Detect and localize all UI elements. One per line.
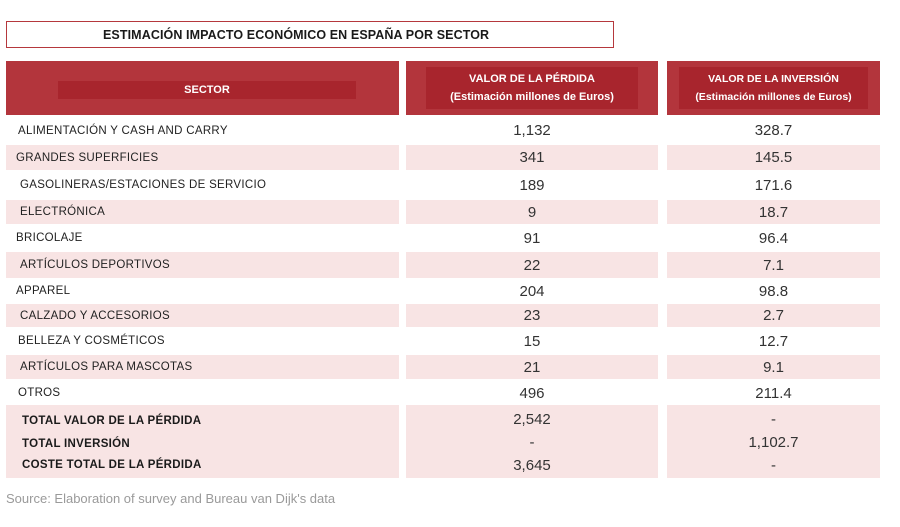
table-row: ELECTRÓNICA 9 18.7 (6, 200, 880, 224)
loss-cell: 496 (519, 384, 545, 402)
sector-cell: OTROS (18, 387, 61, 399)
table-row: GRANDES SUPERFICIES 341 145.5 (6, 145, 880, 170)
loss-cell: 341 (406, 145, 658, 170)
total-loss-label: TOTAL VALOR DE LA PÉRDIDA (22, 415, 202, 427)
header-loss-line1: VALOR DE LA PÉRDIDA (469, 73, 595, 85)
table-row: APPAREL 204 98.8 (6, 280, 880, 302)
table-row: OTROS 496 211.4 (6, 381, 880, 405)
sector-cell: ARTÍCULOS DEPORTIVOS (6, 252, 399, 278)
table-row: BELLEZA Y COSMÉTICOS 15 12.7 (6, 329, 880, 353)
investment-cell: 96.4 (758, 229, 789, 247)
header-loss: VALOR DE LA PÉRDIDA (Estimación millones… (406, 61, 658, 115)
totals-block: TOTAL VALOR DE LA PÉRDIDA 2,542 - TOTAL … (6, 405, 880, 478)
header-sector: SECTOR (6, 61, 399, 115)
sector-cell: CALZADO Y ACCESORIOS (6, 304, 399, 327)
table-row: ALIMENTACIÓN Y CASH AND CARRY 1,132 328.… (6, 118, 880, 143)
loss-cell: 189 (519, 176, 545, 194)
sector-cell: ELECTRÓNICA (6, 200, 399, 224)
table-row: ARTÍCULOS DEPORTIVOS 22 7.1 (6, 252, 880, 278)
total-investment-value: 1,102.7 (748, 434, 799, 451)
investment-cell: 145.5 (667, 145, 880, 170)
header-investment-label: VALOR DE LA INVERSIÓN (Estimación millon… (679, 67, 868, 109)
table-row: CALZADO Y ACCESORIOS 23 2.7 (6, 304, 880, 327)
totals-band-sector (6, 405, 399, 478)
investment-cell: 98.8 (758, 282, 789, 300)
table-row: GASOLINERAS/ESTACIONES DE SERVICIO 189 1… (6, 172, 880, 198)
investment-cell: 211.4 (755, 384, 792, 402)
investment-cell: 7.1 (667, 252, 880, 278)
header-loss-line2: (Estimación millones de Euros) (450, 91, 614, 103)
total-cost-label: COSTE TOTAL DE LA PÉRDIDA (22, 459, 202, 471)
total-investment-loss: - (529, 434, 535, 451)
loss-cell: 9 (406, 200, 658, 224)
total-cost-value: 3,645 (513, 457, 551, 474)
table-row: ARTÍCULOS PARA MASCOTAS 21 9.1 (6, 355, 880, 379)
loss-cell: 21 (406, 355, 658, 379)
total-loss-investment: - (771, 411, 776, 428)
header-inv-line2: (Estimación millones de Euros) (695, 91, 852, 103)
header-investment: VALOR DE LA INVERSIÓN (Estimación millon… (667, 61, 880, 115)
header-sector-label: SECTOR (58, 81, 356, 99)
loss-cell: 204 (519, 282, 545, 300)
header-loss-label: VALOR DE LA PÉRDIDA (Estimación millones… (426, 67, 638, 109)
totals-band-investment (667, 405, 880, 478)
investment-cell: 18.7 (667, 200, 880, 224)
loss-cell: 1,132 (513, 122, 551, 139)
sector-cell: ALIMENTACIÓN Y CASH AND CARRY (18, 124, 228, 137)
source-note: Source: Elaboration of survey and Bureau… (6, 491, 336, 506)
sector-cell: ARTÍCULOS PARA MASCOTAS (6, 355, 399, 379)
investment-cell: 171.6 (754, 176, 793, 194)
loss-cell: 23 (406, 304, 658, 327)
investment-cell: 2.7 (667, 304, 880, 327)
loss-cell: 22 (406, 252, 658, 278)
sector-cell: BELLEZA Y COSMÉTICOS (18, 335, 165, 347)
loss-cell: 91 (523, 229, 541, 247)
sector-cell: APPAREL (16, 285, 71, 297)
investment-cell: 9.1 (667, 355, 880, 379)
header-inv-line1: VALOR DE LA INVERSIÓN (708, 73, 839, 85)
sector-cell: GRANDES SUPERFICIES (6, 145, 399, 170)
total-cost-investment: - (771, 457, 776, 474)
sector-cell: GASOLINERAS/ESTACIONES DE SERVICIO (20, 179, 267, 191)
totals-band-loss (406, 405, 658, 478)
total-loss-value: 2,542 (513, 411, 551, 428)
total-investment-label: TOTAL INVERSIÓN (22, 438, 131, 450)
table-row: BRICOLAJE 91 96.4 (6, 226, 880, 250)
sector-cell: BRICOLAJE (16, 232, 83, 244)
table-title: ESTIMACIÓN IMPACTO ECONÓMICO EN ESPAÑA P… (6, 21, 614, 48)
investment-cell: 328.7 (754, 122, 793, 139)
investment-cell: 12.7 (758, 332, 789, 350)
loss-cell: 15 (523, 332, 541, 350)
